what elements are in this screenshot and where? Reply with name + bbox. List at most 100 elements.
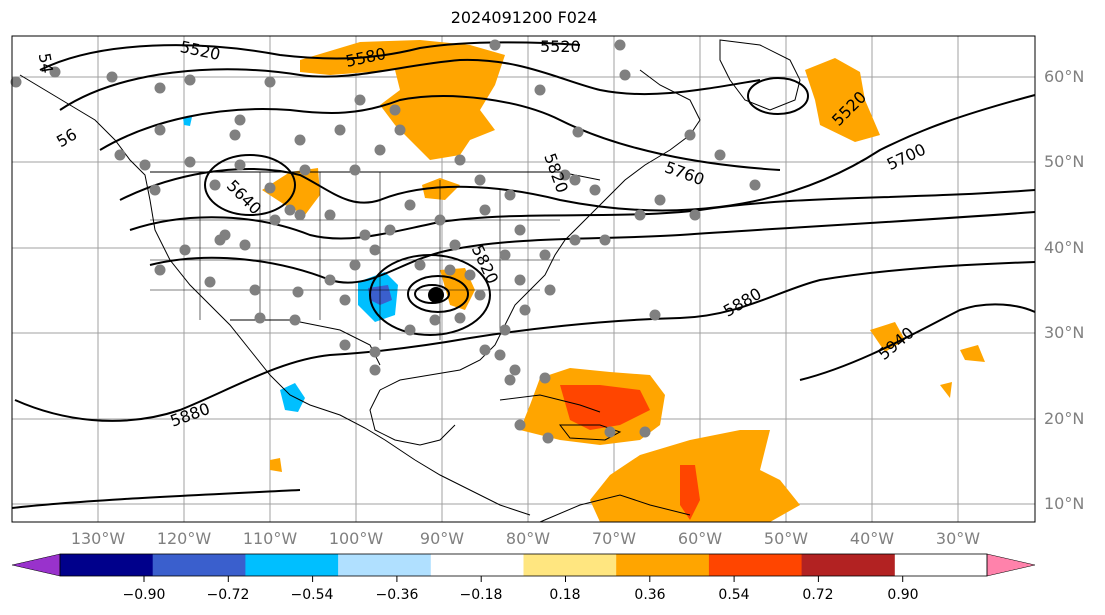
contour-5940 (11, 489, 301, 509)
station-dot (349, 164, 361, 176)
station-dot (149, 184, 161, 196)
station-dot (184, 74, 196, 86)
station-dot (339, 294, 351, 306)
shade-orange-tiny-1 (940, 382, 952, 398)
station-dot (324, 209, 336, 221)
station-dot (184, 156, 196, 168)
contour-low-greenland (747, 77, 809, 115)
shade-lightblue-mexico (280, 383, 305, 412)
station-dot (292, 286, 304, 298)
map-title: 2024091200 F024 (450, 8, 598, 27)
colorbar-label-090: 0.90 (887, 587, 919, 603)
station-dot (499, 324, 511, 336)
station-dot (539, 372, 551, 384)
station-dot (264, 182, 276, 194)
colorbar-bin-1 (60, 554, 154, 576)
lon-label-90w: 90°W (419, 529, 465, 548)
station-dot (604, 426, 616, 438)
station-dot (514, 419, 526, 431)
station-dot (369, 244, 381, 256)
lon-label-30w: 30°W (935, 529, 981, 548)
shade-orange-greenland (805, 58, 880, 142)
shade-orange-small-east (960, 345, 985, 362)
shade-lightblue-nw (183, 117, 192, 126)
contour-5880-b (799, 303, 1036, 381)
station-dot (514, 274, 526, 286)
station-dot (464, 269, 476, 281)
contour-5580 (59, 58, 761, 111)
station-dot (649, 309, 661, 321)
colorbar-label-054: 0.54 (718, 587, 750, 603)
lon-label-80w: 80°W (505, 529, 551, 548)
station-dot (384, 224, 396, 236)
station-dot (254, 312, 266, 324)
coast-mexico-gulf (369, 389, 456, 446)
colorbar-bin-8 (708, 554, 803, 576)
contour-5820 (149, 211, 1036, 284)
station-dot (542, 432, 554, 444)
shade-orange-plains (262, 168, 320, 215)
contour-5700 (119, 94, 1036, 212)
station-dot (479, 344, 491, 356)
station-dot (294, 134, 306, 146)
station-dot (504, 189, 516, 201)
coast-central-america (414, 459, 531, 516)
station-dot (434, 214, 446, 226)
shade-red-caribbean (560, 385, 650, 430)
colorbar-extend-right (986, 553, 1036, 577)
station-dot (654, 194, 666, 206)
contour-closed-plains (204, 154, 296, 216)
colorbar-label-018: 0.18 (549, 587, 581, 603)
contour-5640 (99, 95, 781, 171)
station-dot (614, 39, 626, 51)
station-dot (569, 174, 581, 186)
station-dot (749, 179, 761, 191)
station-dot (264, 76, 276, 88)
station-dot (339, 339, 351, 351)
station-dot (494, 349, 506, 361)
station-dot (229, 129, 241, 141)
contour-low-center-inner (414, 284, 450, 304)
station-dot (489, 39, 501, 51)
station-dot (204, 276, 216, 288)
station-dot (249, 284, 261, 296)
colorbar-bin-2 (152, 554, 246, 576)
lon-label-100w: 100°W (328, 529, 384, 548)
station-dot (389, 104, 401, 116)
contour-label-5520-b: 5520 (540, 37, 581, 56)
contour-ring-center (369, 254, 491, 336)
station-dot (154, 82, 166, 94)
station-dot (599, 234, 611, 246)
lon-label-70w: 70°W (591, 529, 637, 548)
colorbar-label-036: 0.36 (634, 587, 666, 603)
colorbar-bin-9 (801, 554, 895, 576)
station-dot (454, 312, 466, 324)
colorbar-bin-5 (430, 554, 524, 576)
station-dot (299, 164, 311, 176)
station-dot (106, 71, 118, 83)
contour-5880 (14, 261, 1036, 422)
station-dot (474, 174, 486, 186)
station-dot (49, 66, 61, 78)
colorbar-label-m018: −0.18 (459, 587, 503, 603)
station-dot (404, 199, 416, 211)
station-dot (504, 374, 516, 386)
colorbar (11, 553, 1036, 582)
station-dot (324, 274, 336, 286)
station-dot (139, 159, 151, 171)
station-dot (559, 169, 571, 181)
plot-frame (11, 35, 1036, 523)
station-dot (414, 259, 426, 271)
low-center-marker (428, 287, 444, 303)
station-dot (349, 259, 361, 271)
station-dot (334, 124, 346, 136)
station-dot (454, 154, 466, 166)
lat-label-30n: 30°N (1044, 323, 1085, 342)
station-dot (684, 129, 696, 141)
contour-label-54: 54 (35, 52, 57, 75)
lat-label-50n: 50°N (1044, 152, 1085, 171)
station-dot (534, 84, 546, 96)
shade-red-south (680, 465, 700, 520)
station-dot (179, 244, 191, 256)
shade-orange-tiny-2 (270, 458, 282, 472)
